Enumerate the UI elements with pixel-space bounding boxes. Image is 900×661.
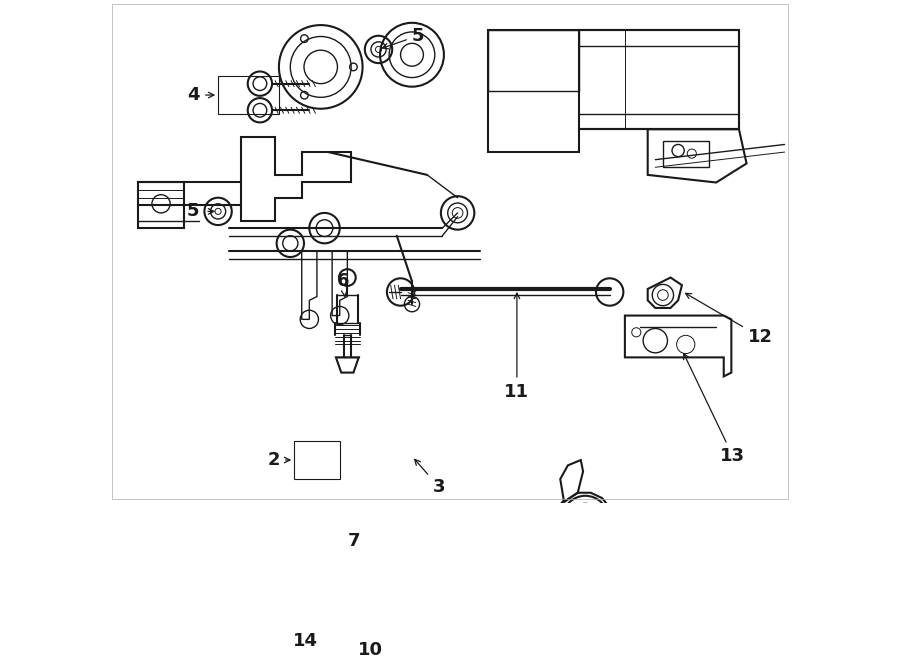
Bar: [181, 623, 214, 636]
Text: 11: 11: [504, 293, 529, 401]
Text: 4: 4: [186, 86, 199, 104]
Text: 14: 14: [293, 632, 318, 650]
Bar: [218, 76, 279, 114]
Text: 13: 13: [684, 354, 745, 465]
Bar: [663, 141, 708, 167]
Text: 5: 5: [382, 26, 424, 49]
Text: 5: 5: [186, 202, 199, 220]
Text: 7: 7: [348, 532, 360, 551]
Bar: [294, 441, 339, 479]
Text: 8: 8: [0, 660, 1, 661]
Text: 2: 2: [267, 451, 280, 469]
Polygon shape: [260, 561, 435, 608]
Polygon shape: [325, 566, 416, 606]
Text: 3: 3: [415, 459, 445, 496]
Text: 12: 12: [686, 293, 773, 346]
Text: 6: 6: [338, 272, 350, 296]
Polygon shape: [274, 568, 313, 599]
Text: 10: 10: [357, 641, 382, 659]
Polygon shape: [556, 492, 609, 540]
Bar: [178, 643, 217, 657]
Text: 9: 9: [0, 660, 1, 661]
Text: 1: 1: [0, 660, 1, 661]
Bar: [139, 182, 184, 228]
Bar: [216, 623, 269, 658]
